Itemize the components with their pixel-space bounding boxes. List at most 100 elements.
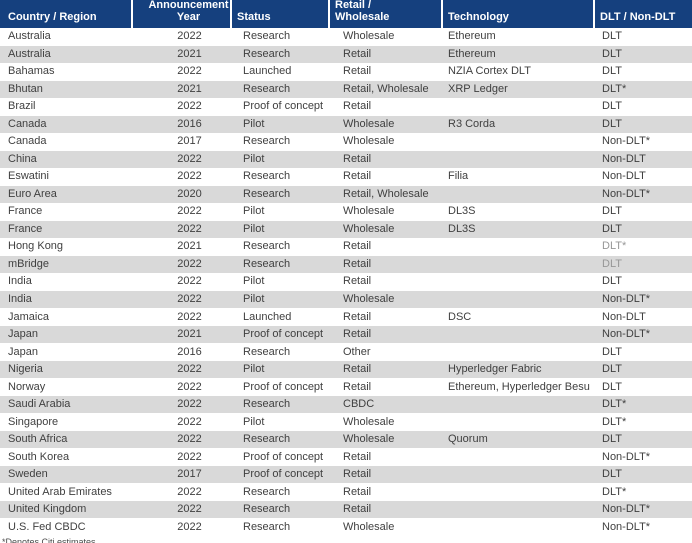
country-cell: Eswatini (8, 171, 49, 183)
table-row: China 2022 Pilot Retail Non-DLT (0, 150, 692, 169)
announcement-year-cell: 2022 (177, 434, 202, 446)
dlt-cell: Non-DLT* (602, 521, 651, 533)
status-cell: Research (243, 521, 291, 533)
dlt-cell: Non-DLT (602, 153, 646, 165)
retail-wholesale-cell: Retail (343, 48, 372, 60)
country-cell: United Arab Emirates (8, 486, 112, 498)
announcement-year-cell: 2022 (177, 66, 202, 78)
status-cell: Proof of concept (243, 101, 324, 113)
announcement-year-cell: 2022 (177, 521, 202, 533)
table-row: Brazil 2022 Proof of concept Retail DLT (0, 98, 692, 116)
announcement-year-cell: 2022 (177, 311, 202, 323)
retail-wholesale-cell: Wholesale (343, 223, 395, 235)
country-cell: Australia (8, 31, 51, 43)
dlt-cell: DLT (602, 258, 622, 270)
dlt-cell: Non-DLT (602, 171, 646, 183)
retail-wholesale-cell: Retail (343, 153, 372, 165)
footnote-citi-estimates: *Denotes Citi estimates (2, 537, 96, 543)
technology-cell: Ethereum (448, 31, 496, 43)
country-cell: Canada (8, 136, 47, 148)
retail-wholesale-cell: Retail (343, 381, 372, 393)
country-cell: Japan (8, 329, 38, 341)
technology-cell: DL3S (448, 223, 476, 235)
country-cell: Hong Kong (8, 241, 64, 253)
country-cell: India (8, 276, 32, 288)
table-row: Bahamas 2022 Launched Retail NZIA Cortex… (0, 63, 692, 81)
dlt-cell: Non-DLT (602, 311, 646, 323)
retail-wholesale-cell: Wholesale (343, 118, 395, 130)
announcement-year-cell: 2017 (177, 469, 202, 481)
status-cell: Proof of concept (243, 381, 324, 393)
dlt-cell: DLT (602, 118, 622, 130)
column-header-country: Country / Region (0, 0, 133, 28)
status-cell: Proof of concept (243, 451, 324, 463)
country-cell: Saudi Arabia (8, 399, 71, 411)
announcement-year-cell: 2016 (177, 118, 202, 130)
technology-cell: NZIA Cortex DLT (448, 66, 531, 78)
status-cell: Research (243, 48, 291, 60)
status-cell: Research (243, 486, 291, 498)
country-cell: Sweden (8, 469, 48, 481)
status-cell: Research (243, 83, 291, 95)
dlt-cell: DLT (602, 223, 622, 235)
technology-cell: Ethereum, Hyperledger Besu (448, 381, 590, 393)
retail-wholesale-cell: Retail (343, 329, 372, 341)
announcement-year-cell: 2022 (177, 486, 202, 498)
column-header-status: Status (232, 0, 330, 28)
announcement-year-cell: 2022 (177, 31, 202, 43)
technology-cell: XRP Ledger (448, 83, 508, 95)
country-cell: Brazil (8, 101, 36, 113)
country-cell: Australia (8, 48, 51, 60)
dlt-cell: DLT (602, 31, 622, 43)
status-cell: Pilot (243, 153, 265, 165)
country-cell: France (8, 206, 43, 218)
announcement-year-cell: 2022 (177, 381, 202, 393)
status-cell: Proof of concept (243, 329, 324, 341)
dlt-cell: Non-DLT* (602, 451, 651, 463)
dlt-cell: DLT (602, 469, 622, 481)
announcement-year-cell: 2021 (177, 48, 202, 60)
country-cell: mBridge (8, 258, 49, 270)
table-row: India 2022 Pilot Wholesale Non-DLT* (0, 290, 692, 309)
retail-wholesale-cell: Retail, Wholesale (343, 188, 429, 200)
country-cell: Nigeria (8, 364, 43, 376)
dlt-cell: DLT (602, 101, 622, 113)
retail-wholesale-cell: Retail (343, 311, 372, 323)
table-row: Japan 2021 Proof of concept Retail Non-D… (0, 325, 692, 344)
retail-wholesale-cell: Wholesale (343, 293, 395, 305)
table-row: France 2022 Pilot Wholesale DL3S DLT (0, 203, 692, 221)
table-body: Australia 2022 Research Wholesale Ethere… (0, 28, 692, 536)
status-cell: Research (243, 31, 291, 43)
table-row: Norway 2022 Proof of concept Retail Ethe… (0, 378, 692, 396)
country-cell: South Africa (8, 434, 68, 446)
table-row: South Africa 2022 Research Wholesale Quo… (0, 430, 692, 449)
column-header-technology: Technology (443, 0, 595, 28)
country-cell: Norway (8, 381, 46, 393)
dlt-cell: DLT* (602, 83, 627, 95)
status-cell: Pilot (243, 416, 265, 428)
table-row: Sweden 2017 Proof of concept Retail DLT (0, 465, 692, 484)
announcement-year-cell: 2020 (177, 188, 202, 200)
status-cell: Pilot (243, 118, 265, 130)
announcement-year-cell: 2022 (177, 416, 202, 428)
dlt-cell: DLT (602, 48, 622, 60)
retail-wholesale-cell: Other (343, 346, 371, 358)
dlt-cell: DLT (602, 434, 622, 446)
announcement-year-cell: 2022 (177, 364, 202, 376)
status-cell: Research (243, 171, 291, 183)
dlt-cell: DLT (602, 364, 622, 376)
announcement-year-cell: 2022 (177, 276, 202, 288)
table-row: Saudi Arabia 2022 Research CBDC DLT* (0, 395, 692, 414)
dlt-cell: DLT* (602, 241, 627, 253)
dlt-cell: Non-DLT* (602, 504, 651, 516)
country-cell: Japan (8, 346, 38, 358)
announcement-year-cell: 2022 (177, 258, 202, 270)
technology-cell: Hyperledger Fabric (448, 364, 542, 376)
table-row: Nigeria 2022 Pilot Retail Hyperledger Fa… (0, 360, 692, 379)
table-row: Jamaica 2022 Launched Retail DSC Non-DLT (0, 308, 692, 326)
status-cell: Research (243, 504, 291, 516)
status-cell: Research (243, 188, 291, 200)
country-cell: United Kingdom (8, 504, 87, 516)
retail-wholesale-cell: Wholesale (343, 434, 395, 446)
technology-cell: DSC (448, 311, 472, 323)
